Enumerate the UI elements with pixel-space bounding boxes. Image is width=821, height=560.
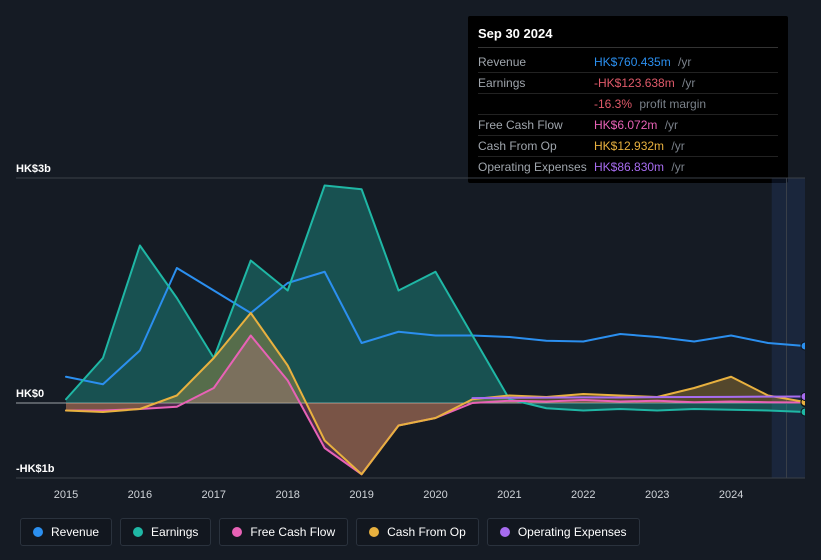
chart-legend: Revenue Earnings Free Cash Flow Cash From O…: [20, 518, 640, 546]
legend-swatch: [369, 527, 379, 537]
tooltip-row: RevenueHK$760.435m /yr: [478, 52, 778, 73]
legend-item-free_cash_flow[interactable]: Free Cash Flow: [219, 518, 348, 546]
tooltip-row-label: Earnings: [478, 76, 594, 90]
legend-item-cash_from_op[interactable]: Cash From Op: [356, 518, 479, 546]
tooltip-rows: RevenueHK$760.435m /yrEarnings-HK$123.63…: [478, 52, 778, 177]
tooltip-row: Free Cash FlowHK$6.072m /yr: [478, 115, 778, 136]
legend-item-operating_expenses[interactable]: Operating Expenses: [487, 518, 640, 546]
tooltip-row: -16.3% profit margin: [478, 94, 778, 115]
legend-swatch: [133, 527, 143, 537]
svg-text:HK$3b: HK$3b: [16, 163, 51, 175]
tooltip-row-label: Cash From Op: [478, 139, 594, 153]
tooltip-row: Cash From OpHK$12.932m /yr: [478, 136, 778, 157]
tooltip-row-value: HK$760.435m /yr: [594, 55, 691, 69]
svg-text:-HK$1b: -HK$1b: [16, 463, 55, 475]
legend-label: Free Cash Flow: [250, 525, 335, 539]
svg-text:2015: 2015: [54, 489, 78, 500]
svg-text:2019: 2019: [349, 489, 373, 500]
tooltip-row-label: [478, 97, 594, 111]
legend-swatch: [33, 527, 43, 537]
tooltip-row-value: HK$12.932m /yr: [594, 139, 685, 153]
tooltip-row-value: HK$6.072m /yr: [594, 118, 678, 132]
tooltip-row-label: Free Cash Flow: [478, 118, 594, 132]
svg-text:2021: 2021: [497, 489, 521, 500]
svg-text:2023: 2023: [645, 489, 669, 500]
legend-label: Revenue: [51, 525, 99, 539]
legend-item-earnings[interactable]: Earnings: [120, 518, 211, 546]
legend-item-revenue[interactable]: Revenue: [20, 518, 112, 546]
financial-chart[interactable]: HK$3b HK$0 -HK$1b 2015 2016 2017 2018 2019 2020 2…: [16, 160, 805, 500]
legend-label: Operating Expenses: [518, 525, 627, 539]
legend-label: Earnings: [151, 525, 198, 539]
svg-text:2016: 2016: [128, 489, 152, 500]
tooltip-row-label: Revenue: [478, 55, 594, 69]
svg-text:2020: 2020: [423, 489, 447, 500]
svg-text:2024: 2024: [719, 489, 743, 500]
legend-label: Cash From Op: [387, 525, 466, 539]
chart-tooltip: Sep 30 2024 RevenueHK$760.435m /yrEarnin…: [468, 16, 788, 183]
legend-swatch: [500, 527, 510, 537]
tooltip-row-value: -16.3% profit margin: [594, 97, 706, 111]
svg-text:2022: 2022: [571, 489, 595, 500]
chart-container: HK$3b HK$0 -HK$1b 2015 2016 2017 2018 2019 2020 2…: [16, 160, 805, 500]
svg-text:2017: 2017: [202, 489, 226, 500]
tooltip-row: Earnings-HK$123.638m /yr: [478, 73, 778, 94]
tooltip-row-value: -HK$123.638m /yr: [594, 76, 695, 90]
tooltip-title: Sep 30 2024: [478, 22, 778, 48]
legend-swatch: [232, 527, 242, 537]
svg-text:2018: 2018: [275, 489, 299, 500]
svg-text:HK$0: HK$0: [16, 388, 44, 400]
